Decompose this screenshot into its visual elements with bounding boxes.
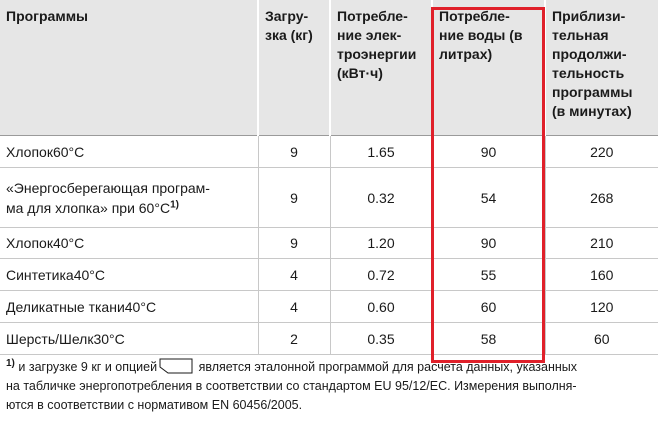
cell-text: 0.32 — [367, 189, 395, 206]
table-row: Синтетика40°C 4 0.72 55 160 — [0, 258, 658, 291]
header-cell: Программы — [0, 0, 258, 136]
cell-text: 1.20 — [367, 235, 395, 251]
cell-text: 2 — [290, 330, 298, 347]
table-row: Деликатные ткани40°C 4 0.60 60 120 — [0, 290, 658, 323]
header-cell: Приблизи- тельная продолжи- тельность пр… — [544, 0, 658, 136]
cell-text: 60 — [480, 298, 497, 315]
table-cell: Хлопок40°C — [0, 227, 258, 259]
table-row: Хлопок40°C 9 1.20 90 210 — [0, 227, 658, 259]
table-cell: 58 — [431, 322, 545, 355]
header-cell: Загру- зка (кг) — [257, 0, 330, 136]
table-cell: 220 — [544, 135, 658, 168]
cell-text: 120 — [590, 298, 614, 315]
table-cell: 90 — [431, 227, 545, 259]
cell-text: 90 — [480, 143, 497, 160]
table-row: «Энергосберегающая програм- ма для хлопк… — [0, 167, 658, 228]
cell-text: 268 — [590, 189, 614, 206]
footnote-text: и загрузке 9 кг и опцией — [18, 360, 158, 374]
cell-text: «Энергосберегающая програм- ма для хлопк… — [6, 179, 210, 216]
footnote: 1) и загрузке 9 кг и опцией является эта… — [6, 358, 654, 415]
cell-text: 4 — [290, 266, 298, 283]
cell-text: 60 — [593, 330, 610, 347]
table-cell: 0.72 — [329, 258, 432, 291]
table-cell: 1.20 — [329, 227, 432, 259]
table-cell: 268 — [544, 167, 658, 228]
cell-text: Хлопок40°C — [6, 235, 85, 251]
table-row: Хлопок60°C 9 1.65 90 220 — [0, 135, 658, 168]
table-cell: 0.35 — [329, 322, 432, 355]
table-cell: 4 — [257, 258, 330, 291]
cell-text: 90 — [480, 235, 497, 251]
footnote-text: является эталонной программой для расчет… — [6, 360, 578, 412]
cell-text: 4 — [290, 298, 298, 315]
program-table: Программы Загру- зка (кг) Потребле- ние эл… — [0, 0, 658, 355]
table-cell: «Энергосберегающая програм- ма для хлопк… — [0, 167, 258, 228]
cell-text: 58 — [480, 330, 497, 347]
cell-text: 0.35 — [367, 330, 395, 347]
table-cell: 210 — [544, 227, 658, 259]
table-cell: Синтетика40°C — [0, 258, 258, 291]
cell-text: 210 — [590, 235, 614, 251]
table-cell: 0.32 — [329, 167, 432, 228]
table-cell: Деликатные ткани40°C — [0, 290, 258, 323]
table-row: Шерсть/Шелк30°C 2 0.35 58 60 — [0, 322, 658, 355]
cell-text: 220 — [590, 143, 614, 160]
table-cell: 60 — [431, 290, 545, 323]
cell-text: 55 — [480, 266, 497, 283]
table-cell: 160 — [544, 258, 658, 291]
cell-text: 54 — [480, 189, 497, 206]
table-body: Хлопок60°C 9 1.65 90 220 «Энергосберегающая п… — [0, 135, 658, 355]
header-cell: Потребле- ние воды (в литрах) — [431, 0, 545, 136]
table-cell: 9 — [257, 167, 330, 228]
table-cell: 9 — [257, 135, 330, 168]
table-cell: Хлопок60°C — [0, 135, 258, 168]
table-cell: 60 — [544, 322, 658, 355]
cell-text: Синтетика40°C — [6, 266, 105, 283]
cell-text: 0.60 — [367, 298, 395, 315]
table-cell: 54 — [431, 167, 545, 228]
footnote-ref: 1) — [6, 357, 15, 369]
header-cell: Потребле- ние элек- троэнергии (кВт·ч) — [329, 0, 432, 136]
table-cell: 90 — [431, 135, 545, 168]
cell-text: 9 — [290, 143, 298, 160]
table-cell: Шерсть/Шелк30°C — [0, 322, 258, 355]
cell-text: Шерсть/Шелк30°C — [6, 330, 125, 347]
cell-text: 1.65 — [367, 143, 395, 160]
note-ref: 1) — [170, 198, 179, 210]
cell-text: Деликатные ткани40°C — [6, 298, 157, 315]
table-cell: 0.60 — [329, 290, 432, 323]
cell-text: Хлопок60°C — [6, 143, 85, 160]
table-cell: 1.65 — [329, 135, 432, 168]
table-cell: 2 — [257, 322, 330, 355]
table-cell: 9 — [257, 227, 330, 259]
cell-text: 9 — [290, 189, 298, 206]
cell-text: 0.72 — [367, 266, 395, 283]
table-cell: 55 — [431, 258, 545, 291]
cell-text: 160 — [590, 266, 614, 283]
header-row: Программы Загру- зка (кг) Потребле- ние эл… — [0, 0, 658, 136]
table-cell: 120 — [544, 290, 658, 323]
option-icon — [159, 358, 193, 374]
table-cell: 4 — [257, 290, 330, 323]
cell-text: 9 — [290, 235, 298, 251]
